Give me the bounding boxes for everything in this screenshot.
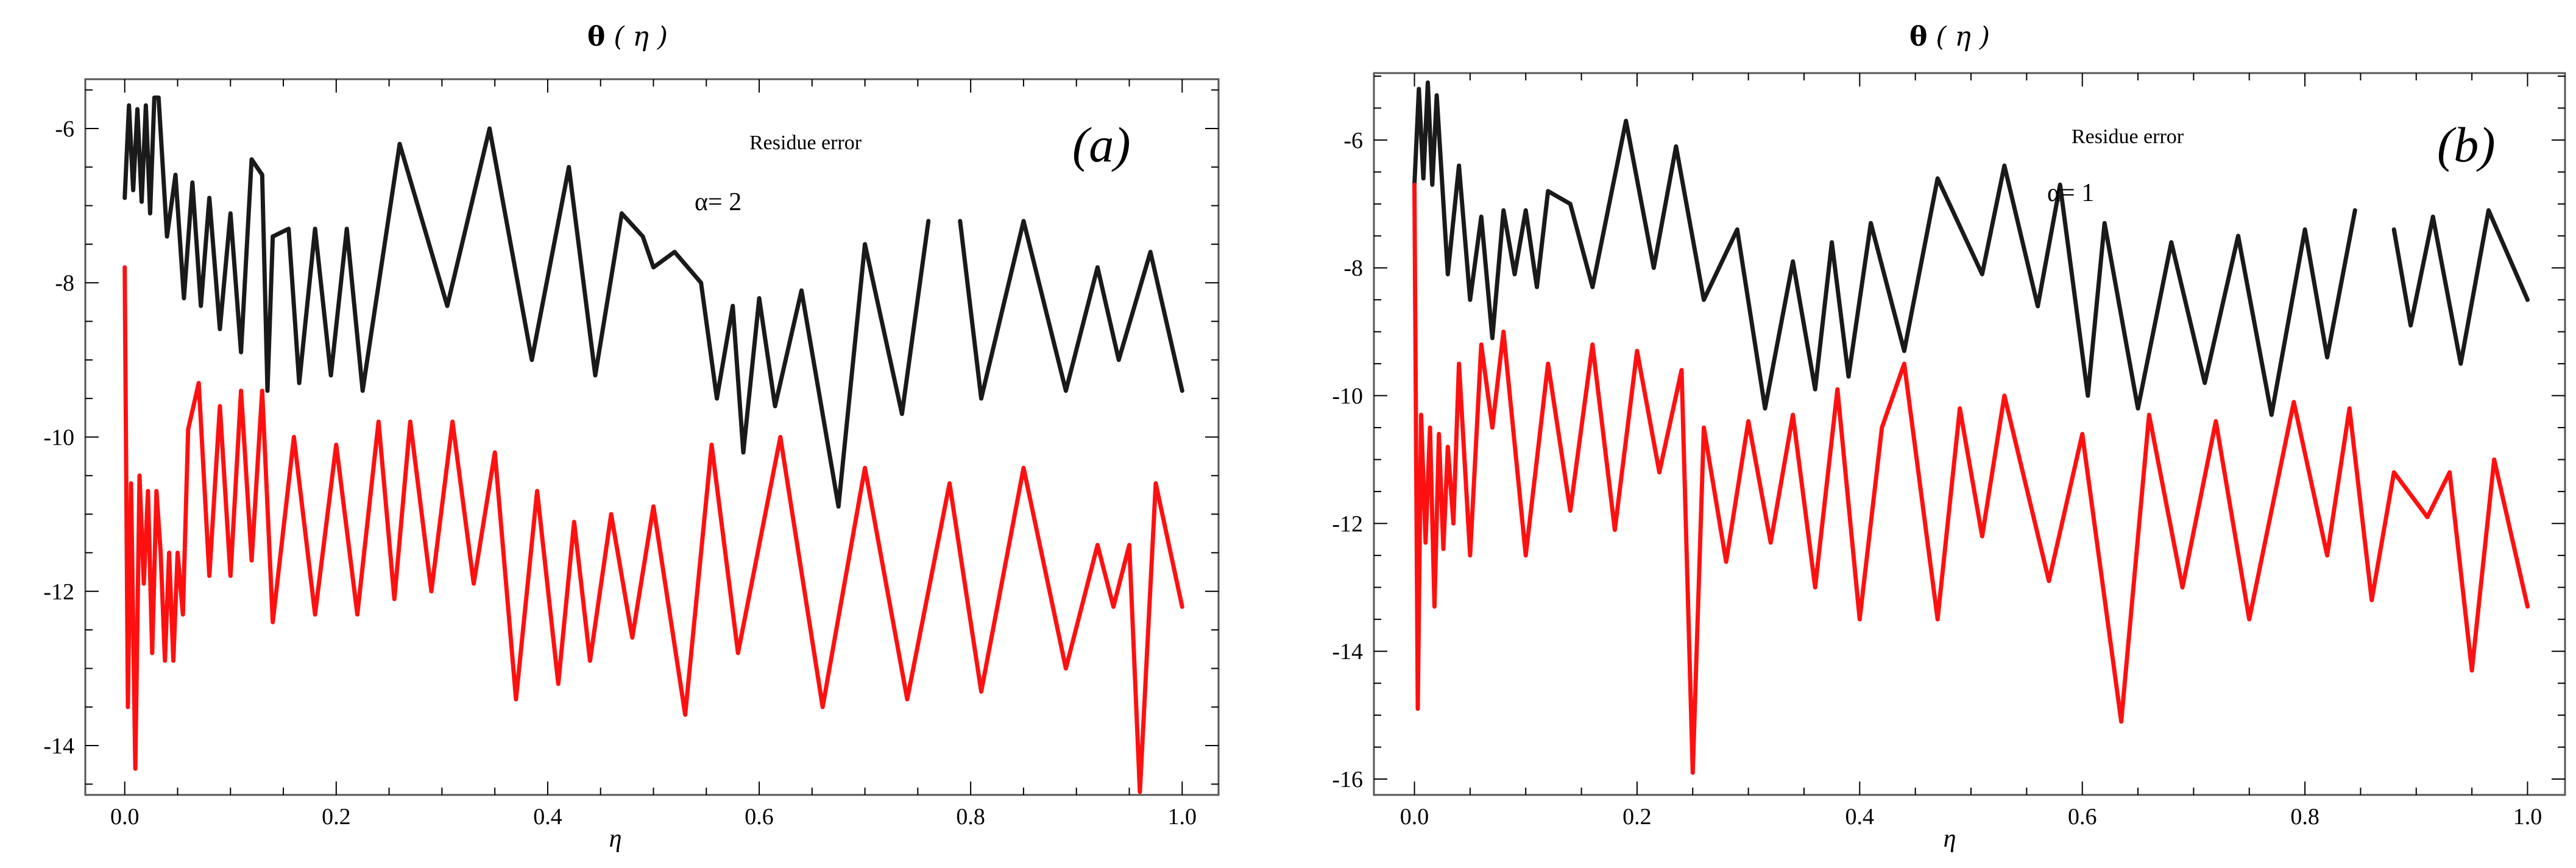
x-tick-label: 0.4	[1845, 804, 1875, 830]
y-tick-label: -10	[43, 425, 74, 451]
x-tick-label: 0.4	[533, 804, 562, 830]
y-tick-label: -8	[1343, 256, 1363, 281]
plot-frame	[84, 78, 1220, 796]
title-open-paren: (	[605, 21, 632, 52]
x-tick-label: 0.2	[322, 804, 351, 830]
x-tick-label: 1.0	[1168, 804, 1197, 830]
y-tick-label: -10	[1332, 384, 1363, 409]
chart-title: θ ( η )	[1909, 21, 1990, 52]
series-red-line	[1412, 182, 2530, 775]
y-tick-label: -16	[1332, 767, 1363, 792]
title-open-paren: (	[1927, 21, 1955, 52]
x-tick-label: 0.8	[956, 804, 985, 830]
panel-a-chart: θ ( η ) -6 -8 -10 -12 -14 0.0 0.2 0.4 0.6 0.8 1.0 η R…	[43, 21, 1220, 853]
chart-title: θ ( η )	[587, 21, 668, 52]
title-close-paren: )	[1971, 21, 1990, 52]
y-tick-label: -6	[1343, 128, 1363, 153]
x-tick-label: 0.0	[110, 804, 140, 830]
y-tick-label: -12	[43, 579, 74, 605]
series-black-line	[122, 95, 1184, 509]
x-tick-label: 0.6	[745, 804, 774, 830]
title-arg: η	[1955, 21, 1970, 52]
x-axis-label: η	[1944, 825, 1956, 853]
y-tick-label: -14	[1332, 639, 1363, 665]
title-symbol: θ	[587, 21, 605, 52]
x-tick-label: 0.2	[1622, 804, 1652, 830]
panel-b-chart: θ ( η ) -6 -8 -10 -12 -14 -16 0.0 0.2 0.4 0.6 0.8 1.…	[1332, 21, 2566, 853]
panel-label: (b)	[2437, 117, 2496, 172]
title-close-paren: )	[649, 21, 668, 52]
series-black-line	[1412, 80, 2530, 417]
y-tick-label: -6	[55, 116, 74, 142]
x-tick-label: 0.8	[2290, 804, 2319, 830]
alpha-value-label: α= 1	[2047, 179, 2094, 207]
residue-error-label: Residue error	[749, 132, 862, 154]
x-tick-label: 0.6	[2068, 804, 2097, 830]
x-tick-label: 0.0	[1400, 804, 1429, 830]
residue-error-label: Residue error	[2072, 125, 2184, 148]
y-tick-label: -14	[43, 733, 74, 759]
panel-label: (a)	[1072, 117, 1131, 172]
title-arg: η	[632, 21, 648, 52]
y-tick-label: -8	[55, 270, 74, 296]
x-axis-label: η	[609, 825, 622, 853]
x-tick-label: 1.0	[2513, 804, 2542, 830]
title-symbol: θ	[1909, 21, 1927, 52]
plot-frame	[1373, 72, 2566, 796]
series-red-line	[122, 265, 1184, 794]
y-tick-label: -12	[1332, 511, 1363, 537]
alpha-value-label: α= 2	[695, 188, 741, 216]
